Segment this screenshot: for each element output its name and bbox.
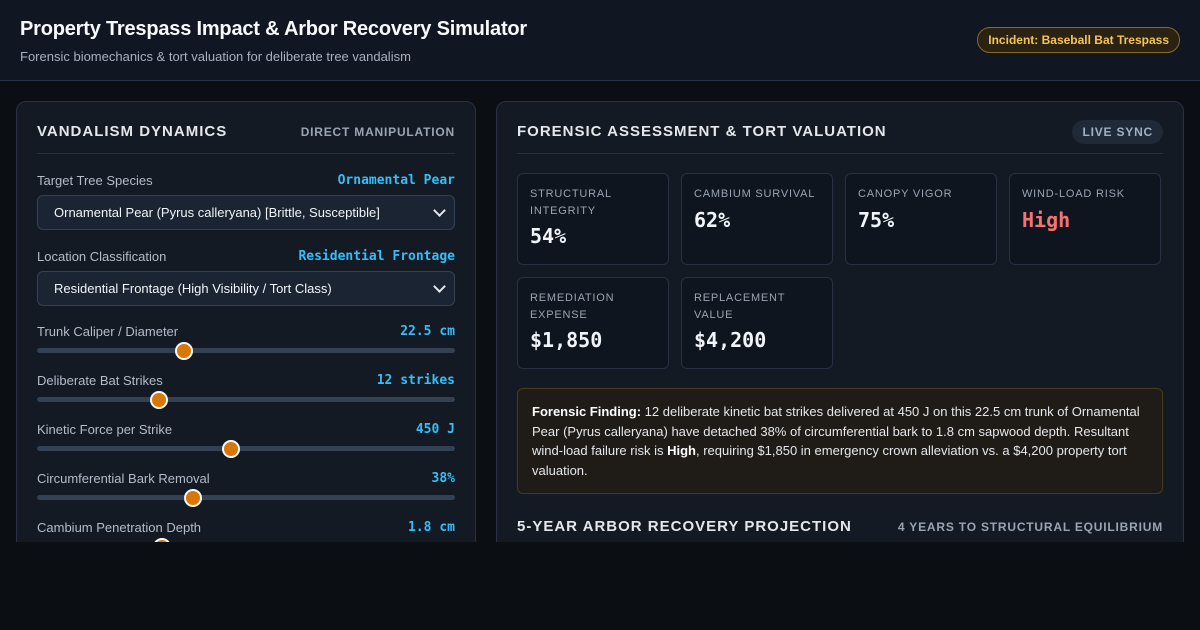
cambium-depth-field: Cambium Penetration Depth 1.8 cm: [37, 520, 455, 542]
bark-removal-slider[interactable]: [37, 488, 455, 507]
cambium-depth-slider[interactable]: [37, 537, 455, 542]
slider-label: Kinetic Force per Strike: [37, 422, 173, 437]
card-value: 54%: [530, 224, 567, 248]
page-title: Property Trespass Impact & Arbor Recover…: [20, 18, 528, 40]
location-select-value: Residential Frontage (High Visibility / …: [54, 281, 332, 296]
slider-label: Circumferential Bark Removal: [37, 471, 210, 486]
card-label: REMEDIATION EXPENSE: [530, 292, 615, 321]
bark-removal-field: Circumferential Bark Removal 38%: [37, 471, 455, 507]
slider-thumb[interactable]: [150, 391, 169, 409]
panel-header: FORENSIC ASSESSMENT & TORT VALUATION LIV…: [517, 119, 1163, 154]
projection-title: 5-YEAR ARBOR RECOVERY PROJECTION: [517, 518, 852, 535]
replacement-value-card: REPLACEMENT VALUE $4,200: [681, 277, 833, 369]
panel-title: VANDALISM DYNAMICS: [37, 123, 228, 140]
panel-tag: DIRECT MANIPULATION: [300, 124, 455, 139]
panel-header: VANDALISM DYNAMICS DIRECT MANIPULATION: [37, 122, 455, 154]
slider-label: Trunk Caliper / Diameter: [37, 324, 179, 339]
card-value: $1,850: [530, 328, 603, 352]
card-label: CANOPY VIGOR: [858, 188, 953, 200]
vandalism-dynamics-panel: VANDALISM DYNAMICS DIRECT MANIPULATION T…: [16, 101, 476, 542]
chevron-down-icon: [433, 204, 446, 217]
finding-text: , requiring $1,850 in emergency crown al…: [532, 443, 1127, 478]
slider-thumb[interactable]: [153, 538, 172, 542]
kinetic-force-field: Kinetic Force per Strike 450 J: [37, 422, 455, 458]
card-value: 62%: [694, 208, 731, 232]
finding-risk: High: [667, 443, 696, 458]
wind-load-risk-card: WIND-LOAD RISK High: [1009, 173, 1161, 265]
slider-thumb[interactable]: [184, 489, 203, 507]
metric-cards: STRUCTURAL INTEGRITY 54% CAMBIUM SURVIVA…: [517, 173, 1163, 369]
card-value: 75%: [858, 208, 895, 232]
live-sync-badge: LIVE SYNC: [1072, 119, 1163, 144]
kinetic-force-slider[interactable]: [37, 439, 455, 458]
slider-value: 1.8 cm: [408, 520, 455, 535]
species-value: Ornamental Pear: [337, 173, 455, 188]
slider-label: Deliberate Bat Strikes: [37, 373, 163, 388]
forensic-assessment-panel: FORENSIC ASSESSMENT & TORT VALUATION LIV…: [496, 101, 1184, 542]
card-label: CAMBIUM SURVIVAL: [694, 188, 816, 200]
forensic-finding: Forensic Finding: 12 deliberate kinetic …: [517, 388, 1163, 494]
species-select-value: Ornamental Pear (Pyrus calleryana) [Brit…: [54, 205, 380, 220]
slider-thumb[interactable]: [221, 440, 240, 458]
page-subtitle: Forensic biomechanics & tort valuation f…: [20, 49, 411, 64]
structural-integrity-card: STRUCTURAL INTEGRITY 54%: [517, 173, 669, 265]
remediation-expense-card: REMEDIATION EXPENSE $1,850: [517, 277, 669, 369]
bat-strikes-field: Deliberate Bat Strikes 12 strikes: [37, 373, 455, 409]
slider-value: 12 strikes: [376, 373, 455, 388]
location-select[interactable]: Residential Frontage (High Visibility / …: [37, 271, 455, 306]
species-field: Target Tree Species Ornamental Pear Orna…: [37, 173, 455, 230]
slider-value: 38%: [431, 471, 455, 486]
slider-value: 22.5 cm: [400, 324, 455, 339]
species-select[interactable]: Ornamental Pear (Pyrus calleryana) [Brit…: [37, 195, 455, 230]
slider-label: Cambium Penetration Depth: [37, 520, 202, 535]
finding-heading: Forensic Finding:: [532, 404, 642, 419]
location-value: Residential Frontage: [298, 249, 455, 264]
main-content: VANDALISM DYNAMICS DIRECT MANIPULATION T…: [0, 81, 1200, 542]
projection-tag: 4 YEARS TO STRUCTURAL EQUILIBRIUM: [897, 519, 1163, 534]
trunk-caliper-slider[interactable]: [37, 341, 455, 360]
bat-strikes-slider[interactable]: [37, 390, 455, 409]
card-label: STRUCTURAL INTEGRITY: [530, 188, 612, 217]
slider-thumb[interactable]: [175, 342, 194, 360]
location-field: Location Classification Residential Fron…: [37, 249, 455, 306]
slider-track: [37, 348, 455, 353]
slider-track: [37, 397, 455, 402]
incident-badge: Incident: Baseball Bat Trespass: [977, 27, 1180, 53]
slider-track: [37, 495, 455, 500]
species-label: Target Tree Species: [37, 173, 153, 188]
canopy-vigor-card: CANOPY VIGOR 75%: [845, 173, 997, 265]
finding-text: 12 deliberate kinetic bat strikes delive…: [532, 404, 1140, 458]
slider-value: 450 J: [415, 422, 455, 437]
card-value: $4,200: [694, 328, 767, 352]
card-value: High: [1022, 208, 1071, 232]
cambium-survival-card: CAMBIUM SURVIVAL 62%: [681, 173, 833, 265]
trunk-caliper-field: Trunk Caliper / Diameter 22.5 cm: [37, 324, 455, 360]
app-header: Property Trespass Impact & Arbor Recover…: [0, 0, 1200, 81]
panel-title: FORENSIC ASSESSMENT & TORT VALUATION: [517, 123, 887, 140]
card-label: REPLACEMENT VALUE: [694, 292, 786, 321]
chevron-down-icon: [433, 280, 446, 293]
slider-track: [37, 446, 455, 451]
card-label: WIND-LOAD RISK: [1022, 188, 1125, 200]
location-label: Location Classification: [37, 249, 167, 264]
projection-header: 5-YEAR ARBOR RECOVERY PROJECTION 4 YEARS…: [517, 518, 1163, 535]
